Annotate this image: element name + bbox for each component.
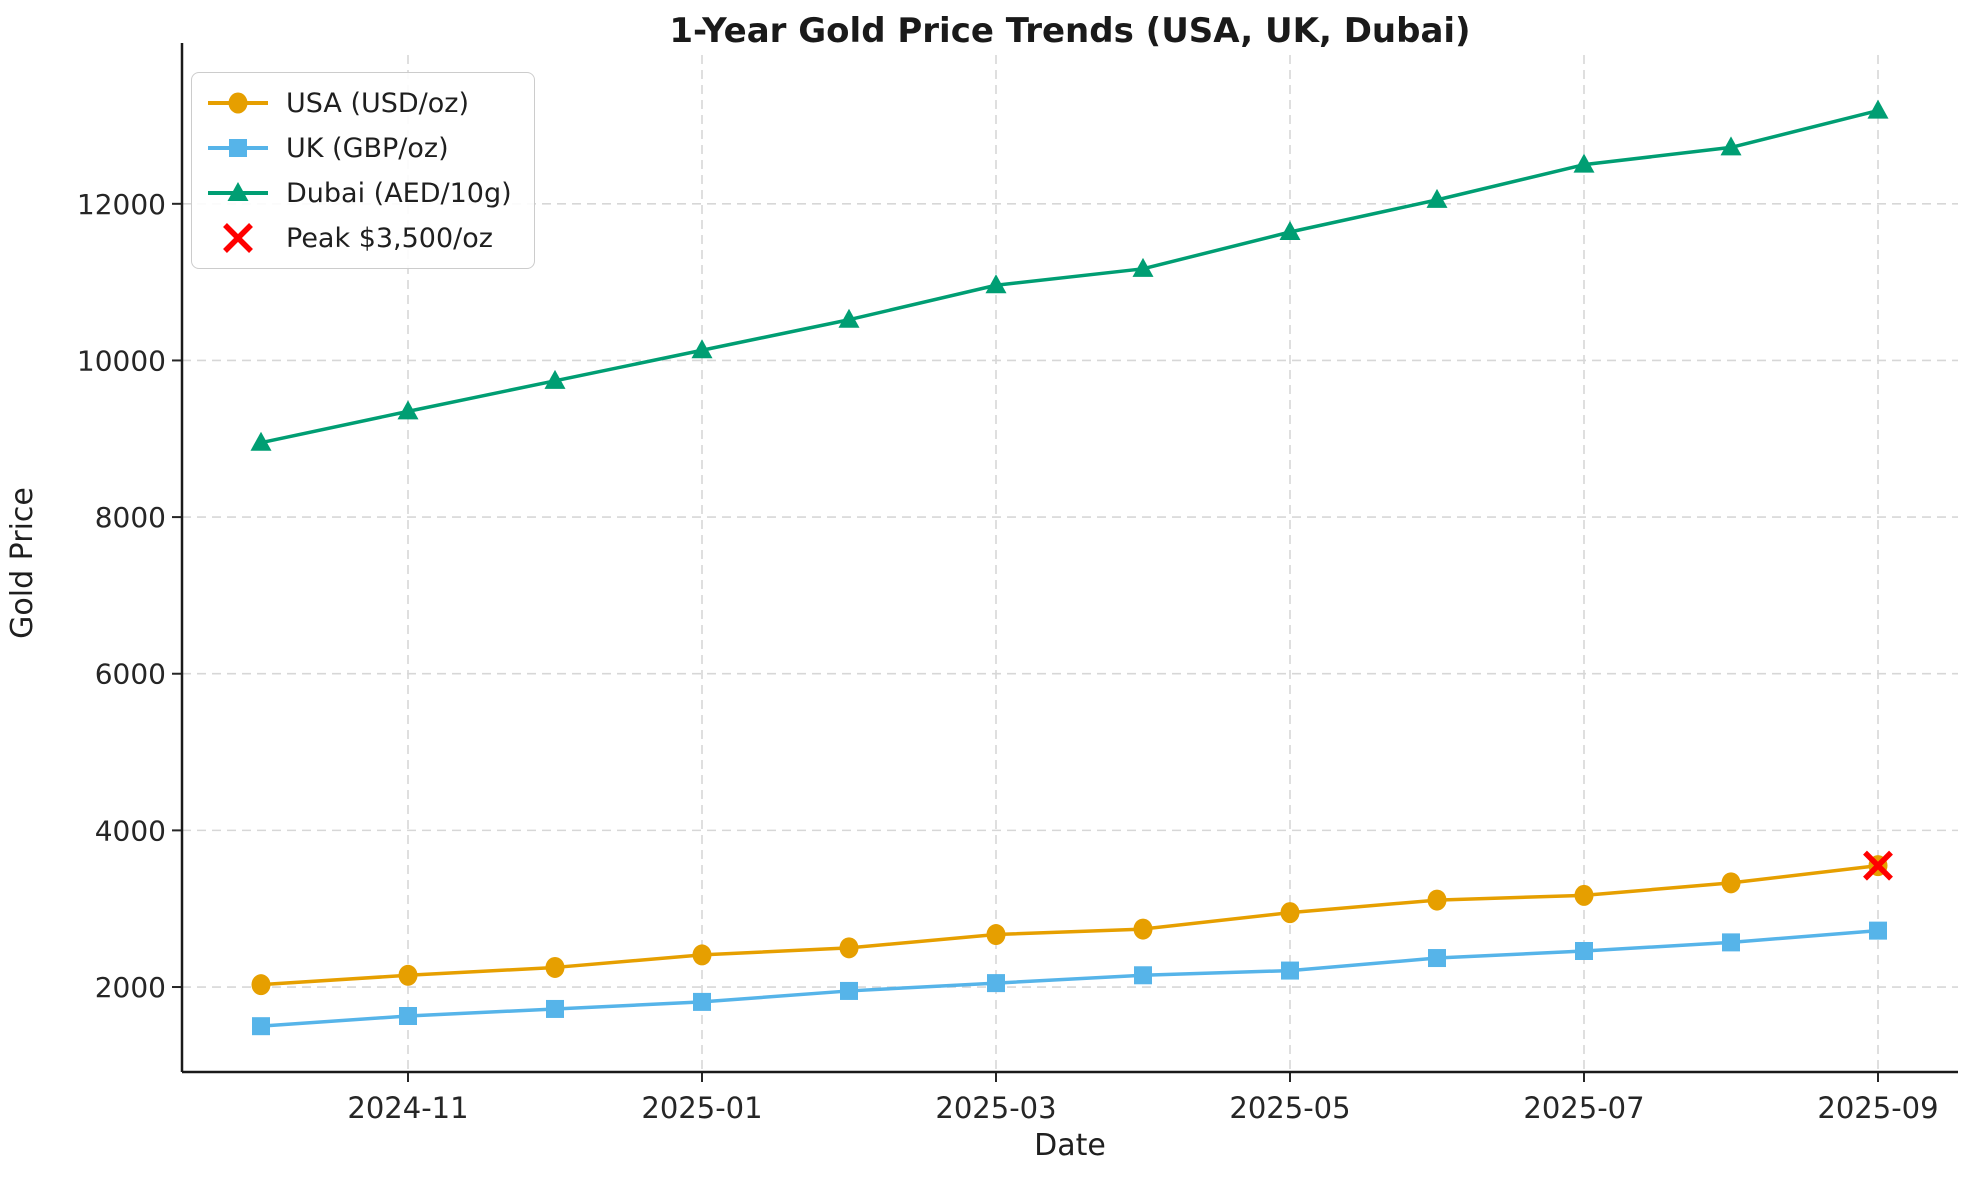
uk-marker — [693, 992, 711, 1011]
legend-item-0: USA (USD/oz) — [206, 85, 512, 121]
legend-triangle-marker-icon — [208, 182, 268, 201]
legend-label: Dubai (AED/10g) — [286, 177, 512, 209]
legend-square-marker-icon — [208, 139, 268, 157]
uk-marker — [399, 1007, 417, 1026]
usa-marker — [1133, 918, 1153, 940]
legend-label: Peak $3,500/oz — [286, 222, 493, 254]
dubai-marker — [691, 339, 713, 359]
usa-marker — [692, 944, 712, 966]
uk-marker — [1428, 949, 1446, 968]
x-tick-label: 2025-09 — [1817, 1091, 1938, 1125]
y-tick-label: 2000 — [95, 971, 166, 1004]
uk-marker — [840, 981, 858, 1000]
chart-title: 1-Year Gold Price Trends (USA, UK, Dubai… — [669, 11, 1470, 51]
usa-marker — [986, 924, 1006, 946]
uk-marker — [1575, 941, 1593, 960]
dubai-marker — [1132, 257, 1154, 277]
y-tick-label: 6000 — [95, 658, 166, 691]
y-tick-label: 12000 — [77, 188, 166, 221]
dubai-marker — [1867, 99, 1889, 119]
dubai-marker — [544, 369, 566, 389]
series-layer — [250, 99, 1893, 1036]
uk-marker — [1869, 921, 1887, 940]
dubai-marker — [1279, 221, 1301, 241]
uk-marker — [1722, 933, 1740, 952]
x-tick-label: 2024-11 — [347, 1091, 468, 1125]
usa-marker — [839, 937, 859, 959]
dubai-marker — [397, 400, 419, 420]
uk-marker — [1281, 961, 1299, 980]
peak-marker — [1863, 850, 1893, 881]
dubai-marker — [838, 308, 860, 328]
legend-item-3: Peak $3,500/oz — [206, 220, 512, 256]
x-tick-label: 2025-05 — [1229, 1091, 1350, 1125]
legend-item-2: Dubai (AED/10g) — [206, 175, 512, 211]
y-axis-label: Gold Price — [5, 487, 40, 639]
legend-circle-marker-icon — [208, 92, 268, 114]
dubai-marker — [250, 431, 272, 451]
usa-marker — [251, 974, 271, 996]
legend-sample-marker — [223, 223, 253, 253]
x-tick-label: 2025-01 — [641, 1091, 762, 1125]
usa-marker — [1427, 889, 1447, 911]
legend-x-marker-icon — [223, 223, 253, 253]
dubai-marker — [1720, 136, 1742, 156]
legend-label: UK (GBP/oz) — [286, 132, 449, 164]
dubai-marker — [1426, 188, 1448, 208]
y-tick-label: 4000 — [95, 814, 166, 847]
dubai-marker — [985, 274, 1007, 294]
y-tick-label: 8000 — [95, 501, 166, 534]
legend-sample-marker — [228, 92, 248, 114]
usa-marker — [1280, 902, 1300, 924]
axis-layer: 2000 4000 6000 8000 10000 12000 2024-11 2025-01… — [77, 43, 1958, 1125]
y-tick-label: 10000 — [77, 344, 166, 377]
x-axis-label: Date — [1034, 1128, 1106, 1163]
uk-marker — [546, 999, 564, 1018]
legend-sample-marker — [227, 182, 249, 201]
usa-marker — [398, 964, 418, 986]
x-tick-label: 2025-03 — [935, 1091, 1056, 1125]
usa-marker — [545, 956, 565, 978]
legend-item-1: UK (GBP/oz) — [206, 130, 512, 166]
x-tick-label: 2025-07 — [1523, 1091, 1644, 1125]
uk-marker — [987, 974, 1005, 993]
usa-marker — [1574, 884, 1594, 906]
uk-line — [259, 928, 1880, 1028]
usa-line — [259, 863, 1880, 987]
uk-marker — [1134, 966, 1152, 985]
legend-box: USA (USD/oz) UK (GBP/oz) Dubai (AED/10g) Pe… — [191, 72, 535, 269]
legend-sample-marker — [229, 139, 247, 157]
uk-marker — [252, 1017, 270, 1036]
dubai-marker — [1573, 153, 1595, 173]
usa-marker — [1721, 872, 1741, 894]
legend-label: USA (USD/oz) — [286, 87, 470, 119]
dubai-line — [259, 108, 1880, 445]
